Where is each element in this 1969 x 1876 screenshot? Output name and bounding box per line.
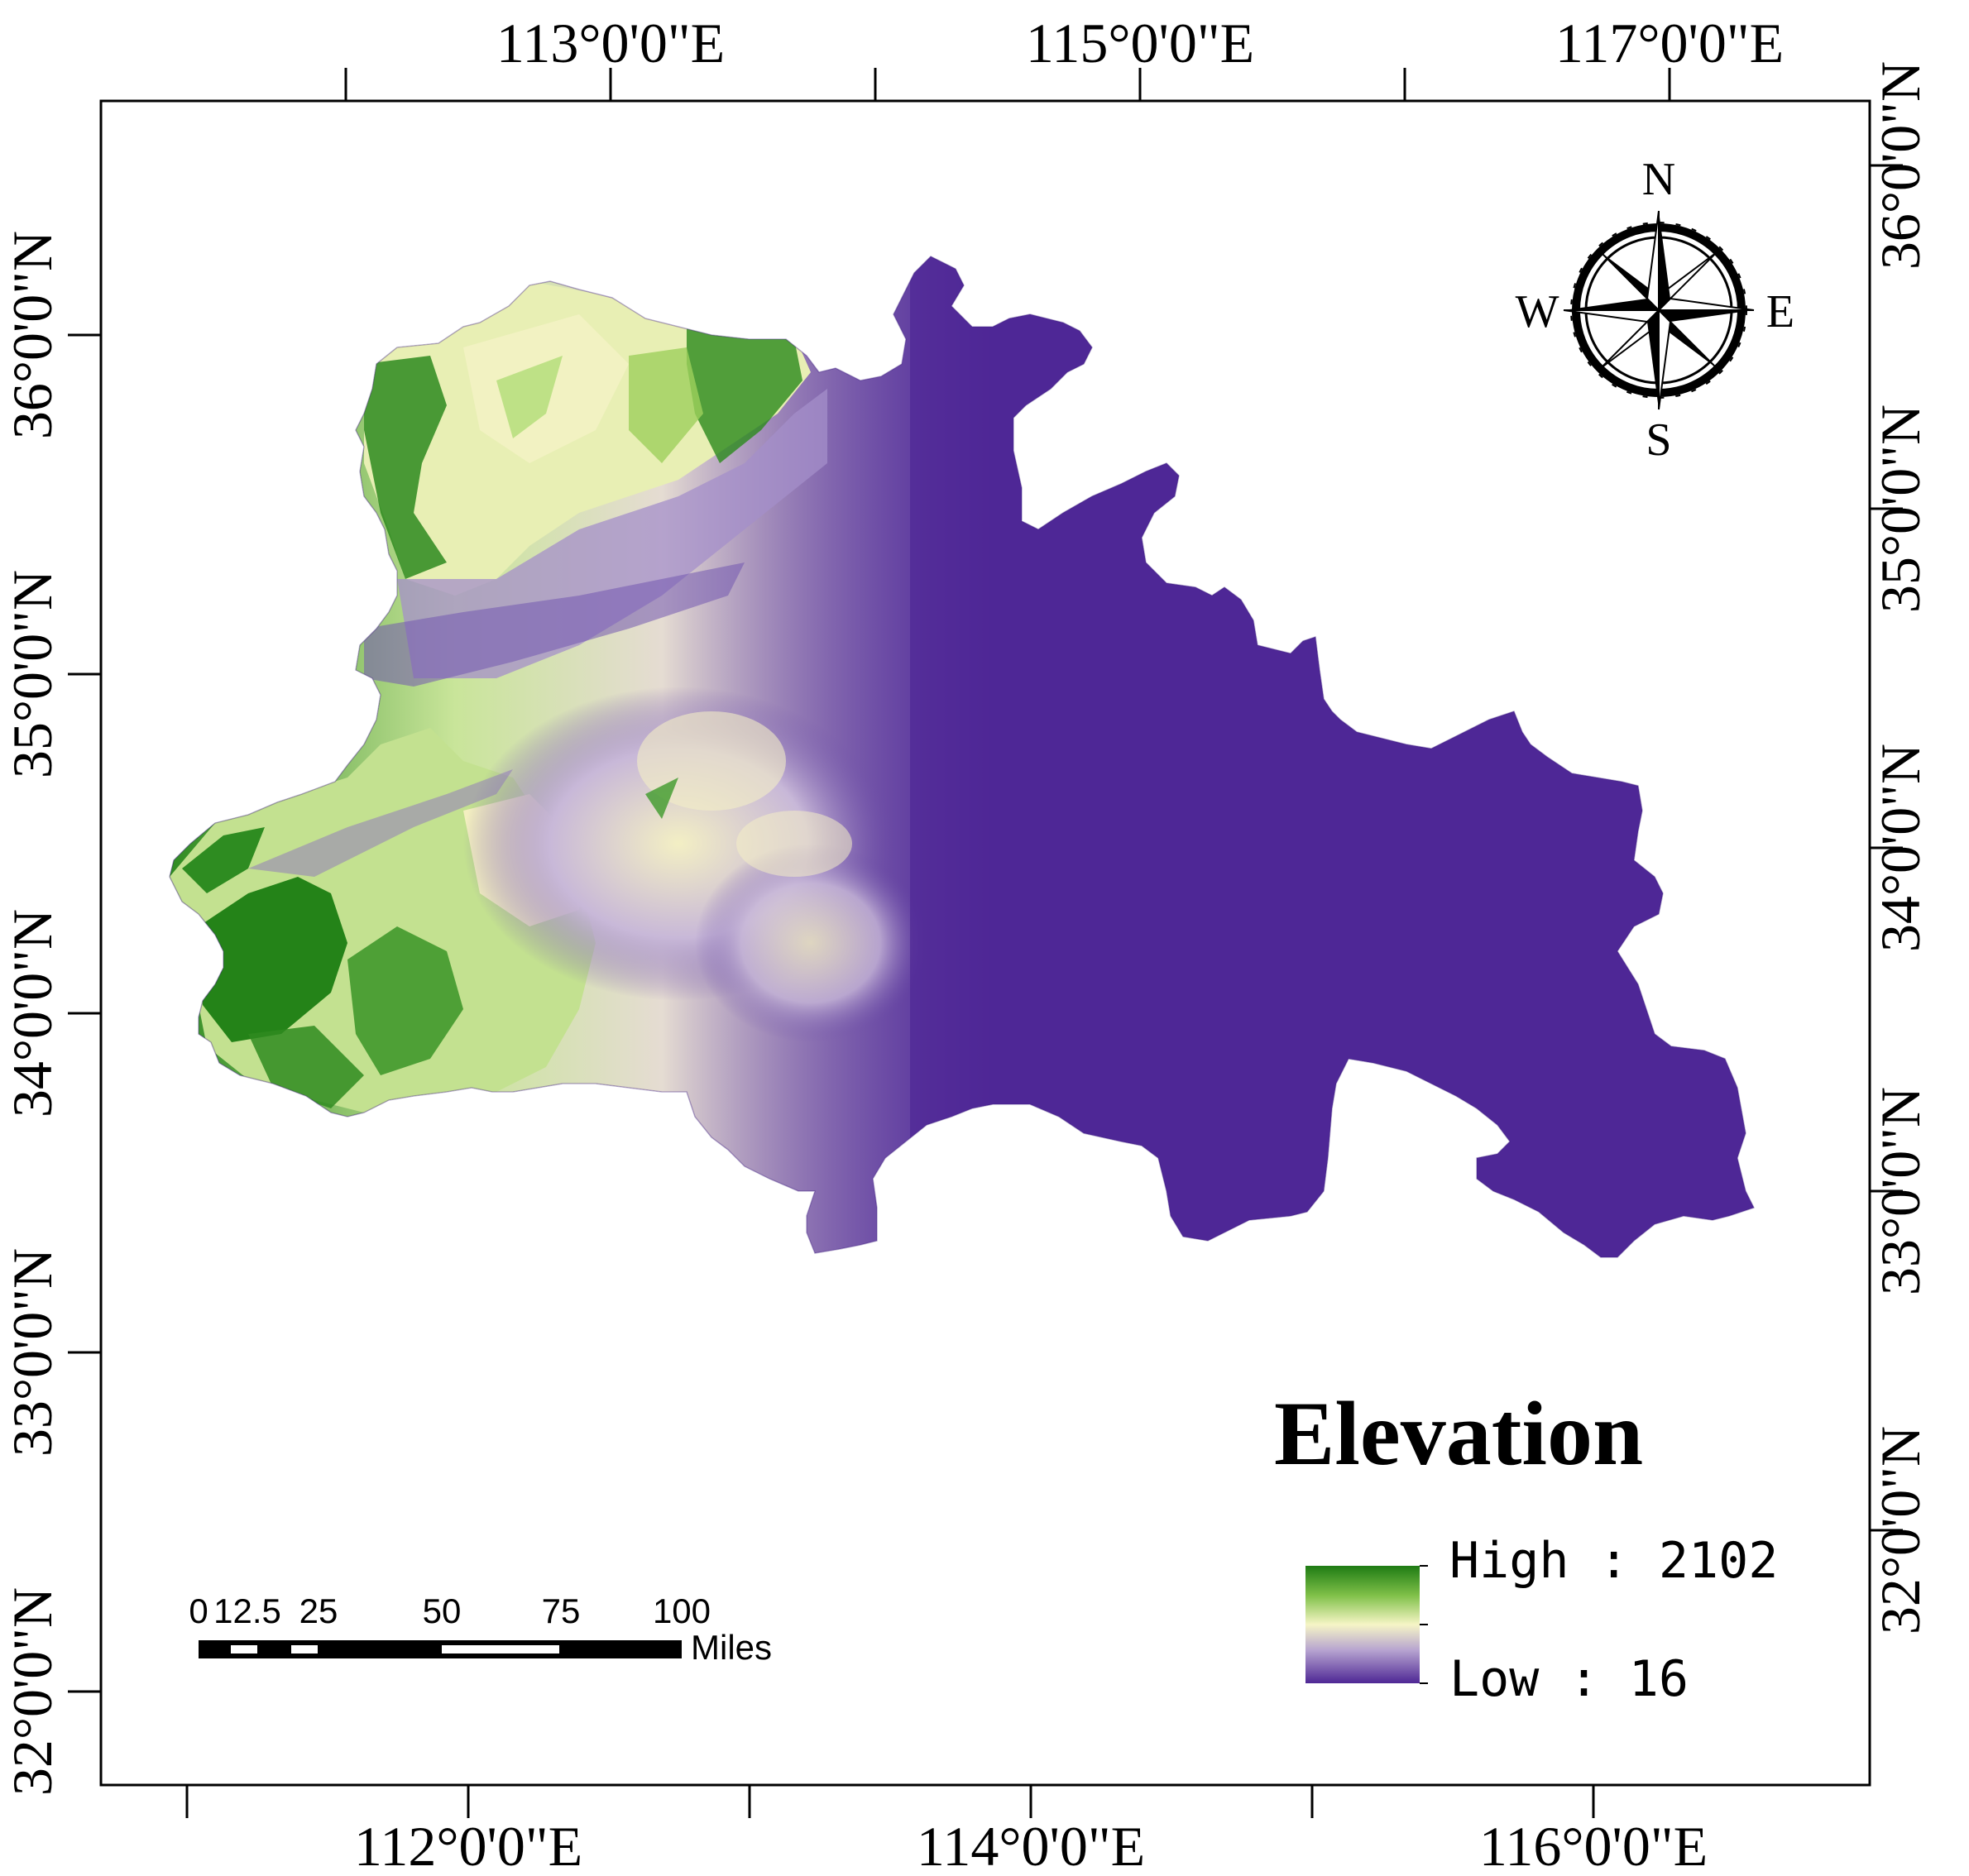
scale-tick-25: 25 [299, 1591, 338, 1630]
bottom-label-116e: 116°0'0"E [1479, 1815, 1708, 1876]
scale-tick-75: 75 [542, 1591, 581, 1630]
top-label-113e: 113°0'0"E [496, 12, 725, 74]
legend-color-ramp [1305, 1566, 1420, 1683]
top-label-115e: 115°0'0"E [1026, 12, 1254, 74]
top-ticks [344, 68, 1671, 101]
top-label-117e: 117°0'0"E [1555, 12, 1784, 74]
left-ticks [68, 333, 101, 1693]
left-label-33n: 33°0'0"N [1, 1248, 64, 1457]
scale-tick-12-5: 12.5 [213, 1591, 281, 1630]
bottom-label-112e: 112°0'0"E [354, 1815, 582, 1876]
legend-low-label: Low : 16 [1449, 1650, 1689, 1708]
compass-east-label: E [1766, 286, 1794, 337]
left-label-36n: 36°0'0"N [1, 231, 64, 439]
right-label-33n: 33°0'0"N [1869, 1087, 1932, 1295]
compass-west-label: W [1516, 286, 1559, 337]
compass-south-label: S [1646, 414, 1671, 466]
province-outline [169, 256, 1756, 1258]
scale-tick-0: 0 [189, 1591, 208, 1630]
right-label-35n: 35°0'0"N [1869, 404, 1932, 613]
compass-north-label: N [1642, 154, 1675, 205]
bottom-ticks [185, 1785, 1595, 1818]
right-label-34n: 34°0'0"N [1869, 744, 1932, 952]
scale-unit-label: Miles [691, 1628, 772, 1667]
left-label-35n: 35°0'0"N [1, 570, 64, 778]
left-label-34n: 34°0'0"N [1, 909, 64, 1117]
legend-ramp-ticks [1420, 1565, 1428, 1684]
compass-rose-icon: N S E W [1516, 154, 1795, 466]
bottom-label-114e: 114°0'0"E [917, 1815, 1145, 1876]
right-label-32n: 32°0'0"N [1869, 1426, 1932, 1634]
right-label-36n: 36°0'0"N [1869, 61, 1932, 270]
scale-tick-50: 50 [423, 1591, 462, 1630]
legend-high-label: High : 2102 [1449, 1532, 1778, 1590]
scale-tick-100: 100 [653, 1591, 711, 1630]
legend-title: Elevation [1274, 1383, 1643, 1484]
left-label-32n: 32°0'0"N [1, 1587, 64, 1796]
right-ticks [1870, 164, 1903, 1532]
scale-bar: 0 12.5 25 50 75 100 Miles [189, 1591, 772, 1667]
